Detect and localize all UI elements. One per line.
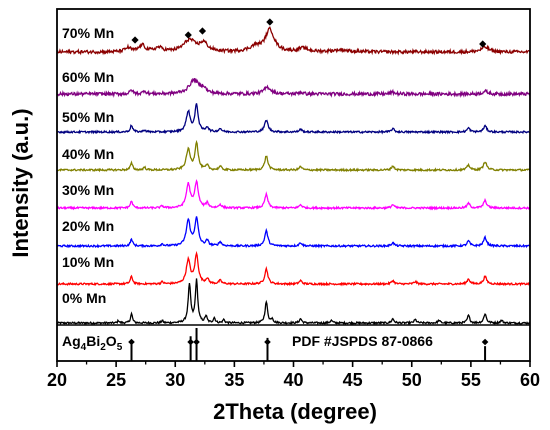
series-line-1: [56, 250, 531, 287]
series-label-5: 50% Mn: [62, 109, 114, 125]
series-layer: 0% Mn 10% Mn 20% Mn 30% Mn 40% Mn 50% Mn 60% M…: [56, 18, 531, 326]
series-label-0: 0% Mn: [62, 290, 106, 306]
series-line-0: [56, 278, 531, 326]
x-axis-title: 2Theta (degree): [213, 399, 377, 424]
y-axis-title: Intensity (a.u.): [8, 108, 33, 257]
x-tick-label-6: 50: [402, 370, 422, 390]
reference-phase-label: Ag4Bi2O5: [62, 333, 123, 353]
x-tick-label-3: 35: [224, 370, 244, 390]
marker-70-2: [198, 27, 207, 35]
series-line-7: [56, 25, 531, 56]
x-tick-label-8: 60: [520, 370, 540, 390]
reference-layer: Ag4Bi2O5 PDF #JSPDS 87-0866: [57, 324, 530, 361]
series-label-7: 70% Mn: [62, 25, 114, 41]
reference-marker-1: [187, 338, 194, 346]
reference-marker-0: [128, 338, 135, 346]
axis-layer: 20 25 30 35 40 45 50 55 60: [47, 8, 540, 390]
marker-70-0: [131, 36, 139, 44]
x-tick-label-2: 30: [165, 370, 185, 390]
reference-marker-3: [264, 338, 271, 346]
reference-marker-4: [481, 338, 489, 346]
series-line-3: [56, 178, 531, 211]
plot-frame: [56, 8, 531, 362]
series-line-6: [56, 77, 531, 99]
x-tick-label-1: 25: [106, 370, 126, 390]
series-label-1: 10% Mn: [62, 254, 114, 270]
marker-70-1: [184, 31, 192, 39]
x-tick-label-5: 45: [343, 370, 363, 390]
series-label-3: 30% Mn: [62, 182, 114, 198]
marker-70-4: [479, 40, 487, 48]
marker-70-3: [266, 18, 274, 26]
series-label-6: 60% Mn: [62, 69, 114, 85]
x-tick-label-7: 55: [461, 370, 481, 390]
series-line-2: [56, 216, 531, 249]
x-tick-label-4: 40: [283, 370, 303, 390]
x-tick-label-0: 20: [47, 370, 67, 390]
reference-marker-2: [193, 338, 200, 346]
series-label-4: 40% Mn: [62, 146, 114, 162]
reference-card-label: PDF #JSPDS 87-0866: [292, 333, 433, 349]
series-label-2: 20% Mn: [62, 218, 114, 234]
series-line-5: [56, 103, 531, 135]
series-line-4: [56, 139, 531, 173]
